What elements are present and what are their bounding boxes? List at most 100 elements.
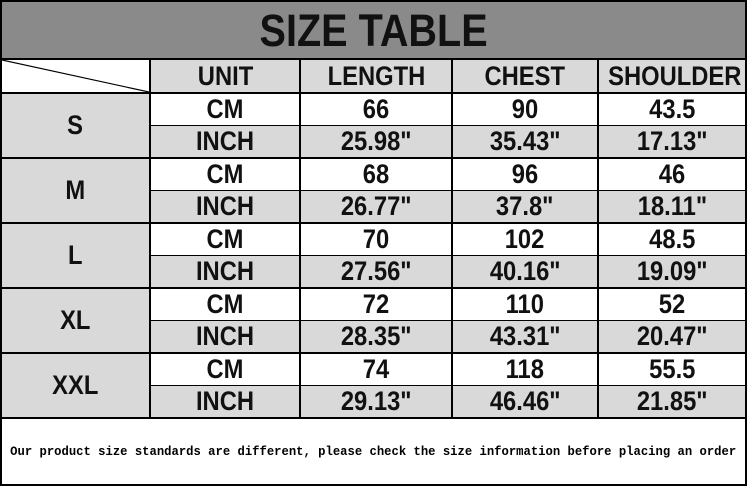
corner-cell-diagonal (2, 60, 151, 94)
chest-value-cell: 43.31" (452, 320, 599, 354)
column-header-chest: CHEST (452, 60, 599, 94)
size-label-cell-xl: XL (2, 288, 151, 354)
length-value-cell: 66 (300, 93, 453, 126)
shoulder-value: 43.5 (648, 93, 696, 124)
shoulder-value: 18.11" (637, 190, 707, 221)
chest-value: 37.8" (496, 190, 554, 221)
column-header-unit: UNIT (150, 60, 301, 94)
shoulder-value-cell: 20.47" (598, 320, 745, 354)
length-value-cell: 70 (300, 223, 453, 256)
unit-label: INCH (195, 255, 255, 286)
chest-value: 46.46" (489, 385, 561, 416)
column-header-shoulder: SHOULDER (598, 60, 745, 94)
size-label: XXL (52, 370, 99, 400)
chest-value-cell: 46.46" (452, 385, 599, 419)
chest-value: 110 (505, 288, 545, 319)
table-row: XL CM 72 110 52 (2, 288, 745, 354)
unit-label-cell: INCH (150, 125, 301, 159)
chest-value: 90 (511, 93, 539, 124)
chest-value: 102 (505, 223, 545, 254)
chest-value: 35.43" (489, 125, 561, 156)
unit-label: CM (206, 288, 244, 319)
length-value: 27.56" (340, 255, 412, 286)
table-row: XXL CM 74 118 55.5 (2, 353, 745, 419)
unit-label: CM (206, 158, 244, 189)
length-value-cell: 26.77" (300, 190, 453, 224)
chest-value-cell: 40.16" (452, 255, 599, 289)
table-row: INCH 27.56" 40.16" 19.09" (2, 255, 745, 289)
unit-label-cell: CM (150, 158, 301, 191)
size-label-cell-xxl: XXL (2, 353, 151, 419)
unit-label: INCH (195, 125, 255, 156)
chest-value: 40.16" (489, 255, 561, 286)
length-value-cell: 28.35" (300, 320, 453, 354)
column-header-unit-label: UNIT (197, 60, 253, 91)
table-row: INCH 29.13" 46.46" 21.85" (2, 385, 745, 419)
length-value: 25.98" (340, 125, 412, 156)
shoulder-value: 20.47" (636, 320, 708, 351)
unit-label-cell: CM (150, 223, 301, 256)
unit-label: CM (206, 93, 244, 124)
unit-label-cell: INCH (150, 320, 301, 354)
unit-label-cell: INCH (150, 190, 301, 224)
unit-label-cell: INCH (150, 385, 301, 419)
size-label: M (65, 175, 86, 205)
shoulder-value: 21.85" (636, 385, 708, 416)
column-header-length-label: LENGTH (327, 60, 425, 91)
length-value-cell: 27.56" (300, 255, 453, 289)
unit-label: CM (206, 223, 244, 254)
chest-value-cell: 96 (452, 158, 599, 191)
header-row: UNIT LENGTH CHEST SHOULDER (2, 60, 745, 94)
unit-label: CM (206, 353, 244, 384)
unit-label: INCH (195, 320, 255, 351)
size-label: L (68, 240, 83, 270)
length-value-cell: 25.98" (300, 125, 453, 159)
size-note-text: Our product size standards are different… (10, 444, 737, 459)
chest-value-cell: 90 (452, 93, 599, 126)
table-row: INCH 28.35" 43.31" 20.47" (2, 320, 745, 354)
column-header-length: LENGTH (300, 60, 453, 94)
shoulder-value: 17.13" (636, 125, 708, 156)
table-row: INCH 26.77" 37.8" 18.11" (2, 190, 745, 224)
size-label-cell-s: S (2, 93, 151, 159)
length-value-cell: 74 (300, 353, 453, 386)
chest-value-cell: 37.8" (452, 190, 599, 224)
size-label-cell-m: M (2, 158, 151, 224)
length-value-cell: 72 (300, 288, 453, 321)
shoulder-value-cell: 43.5 (598, 93, 745, 126)
chest-value: 43.31" (489, 320, 561, 351)
column-header-chest-label: CHEST (484, 60, 566, 91)
length-value: 66 (362, 93, 390, 124)
note-bar: Our product size standards are different… (2, 419, 745, 484)
length-value-cell: 29.13" (300, 385, 453, 419)
size-label-cell-l: L (2, 223, 151, 289)
shoulder-value-cell: 48.5 (598, 223, 745, 256)
chest-value-cell: 35.43" (452, 125, 599, 159)
unit-label-cell: CM (150, 93, 301, 126)
length-value: 74 (362, 353, 390, 384)
length-value: 70 (362, 223, 390, 254)
shoulder-value-cell: 19.09" (598, 255, 745, 289)
chest-value-cell: 118 (452, 353, 599, 386)
chest-value: 118 (505, 353, 545, 384)
size-table: UNIT LENGTH CHEST SHOULDER S CM 66 90 43… (2, 60, 745, 419)
shoulder-value: 46 (658, 158, 686, 189)
shoulder-value-cell: 52 (598, 288, 745, 321)
title-bar: SIZE TABLE (2, 2, 745, 60)
size-label: XL (60, 305, 91, 335)
shoulder-value: 48.5 (648, 223, 696, 254)
table-row: INCH 25.98" 35.43" 17.13" (2, 125, 745, 159)
length-value: 72 (362, 288, 390, 319)
unit-label-cell: CM (150, 353, 301, 386)
unit-label: INCH (195, 385, 255, 416)
shoulder-value-cell: 17.13" (598, 125, 745, 159)
shoulder-value-cell: 46 (598, 158, 745, 191)
shoulder-value-cell: 55.5 (598, 353, 745, 386)
table-row: L CM 70 102 48.5 (2, 223, 745, 289)
shoulder-value: 19.09" (636, 255, 708, 286)
length-value: 26.77" (340, 190, 412, 221)
chest-value-cell: 110 (452, 288, 599, 321)
shoulder-value-cell: 21.85" (598, 385, 745, 419)
shoulder-value: 55.5 (648, 353, 696, 384)
